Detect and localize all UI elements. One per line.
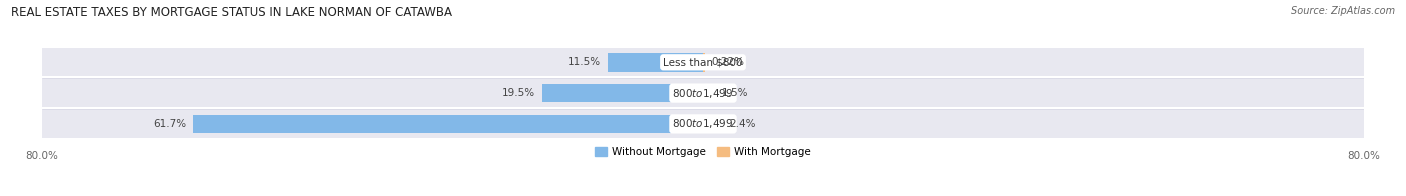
Text: Source: ZipAtlas.com: Source: ZipAtlas.com — [1291, 6, 1395, 16]
Text: 11.5%: 11.5% — [568, 57, 602, 67]
Bar — [703, 84, 716, 102]
Text: Less than $800: Less than $800 — [664, 57, 742, 67]
Bar — [42, 48, 1364, 76]
Text: 2.4%: 2.4% — [730, 119, 756, 129]
Text: 61.7%: 61.7% — [153, 119, 187, 129]
Legend: Without Mortgage, With Mortgage: Without Mortgage, With Mortgage — [591, 143, 815, 161]
Text: 19.5%: 19.5% — [502, 88, 536, 98]
Bar — [607, 53, 703, 72]
Text: $800 to $1,499: $800 to $1,499 — [672, 117, 734, 130]
Bar — [541, 84, 703, 102]
Text: 1.5%: 1.5% — [723, 88, 748, 98]
Bar — [703, 53, 704, 72]
Bar — [42, 79, 1364, 107]
Bar — [42, 110, 1364, 138]
Text: $800 to $1,499: $800 to $1,499 — [672, 87, 734, 100]
Bar — [703, 115, 723, 133]
Text: REAL ESTATE TAXES BY MORTGAGE STATUS IN LAKE NORMAN OF CATAWBA: REAL ESTATE TAXES BY MORTGAGE STATUS IN … — [11, 6, 453, 19]
Text: 0.22%: 0.22% — [711, 57, 744, 67]
Bar — [194, 115, 703, 133]
